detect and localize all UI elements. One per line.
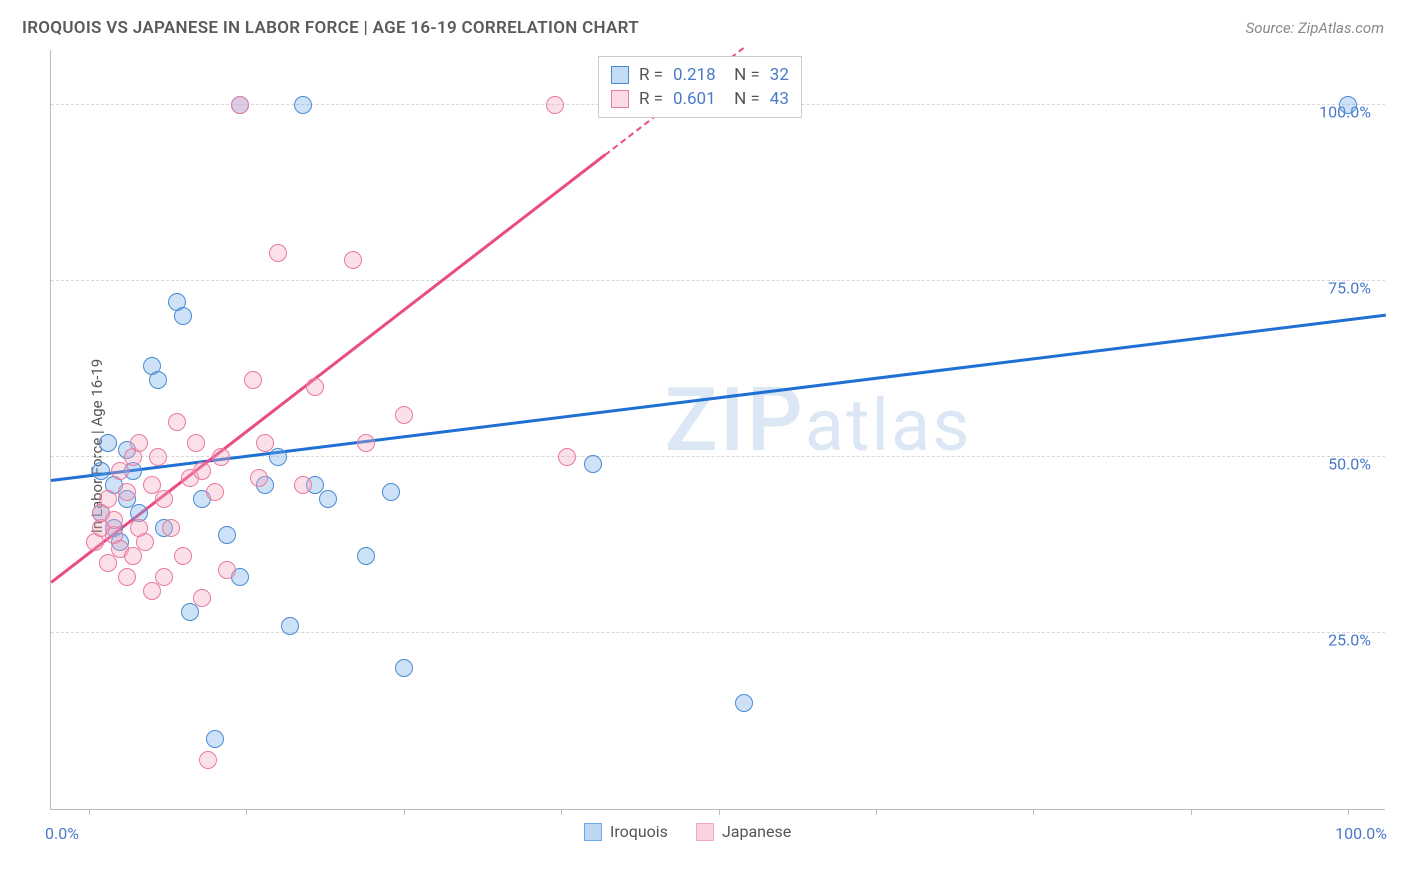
- data-point: [118, 568, 136, 586]
- data-point: [162, 519, 180, 537]
- x-tick: [89, 809, 90, 815]
- data-point: [269, 448, 287, 466]
- legend-item: Japanese: [696, 822, 791, 841]
- y-tick-label: 75.0%: [1328, 279, 1371, 298]
- data-point: [155, 568, 173, 586]
- data-point: [99, 434, 117, 452]
- data-point: [212, 448, 230, 466]
- correlation-legend: R = 0.218 N = 32R = 0.601 N = 43: [598, 56, 802, 118]
- data-point: [218, 526, 236, 544]
- chart-title: IROQUOIS VS JAPANESE IN LABOR FORCE | AG…: [22, 18, 639, 38]
- y-tick-label: 25.0%: [1328, 631, 1371, 650]
- data-point: [174, 547, 192, 565]
- data-point: [269, 244, 287, 262]
- data-point: [187, 434, 205, 452]
- x-tick-label: 100.0%: [1335, 824, 1387, 843]
- series-legend: Iroquois Japanese: [584, 822, 791, 841]
- x-tick: [246, 809, 247, 815]
- data-point: [306, 378, 324, 396]
- legend-swatch: [696, 823, 714, 841]
- data-point: [231, 96, 249, 114]
- data-point: [149, 371, 167, 389]
- x-tick: [1348, 809, 1349, 815]
- data-point: [155, 490, 173, 508]
- gridline: [51, 632, 1385, 633]
- data-point: [168, 413, 186, 431]
- data-point: [250, 469, 268, 487]
- data-point: [118, 483, 136, 501]
- legend-swatch: [611, 90, 629, 108]
- data-point: [256, 434, 274, 452]
- data-point: [281, 617, 299, 635]
- legend-n-label: N =: [726, 89, 760, 109]
- legend-row: R = 0.601 N = 43: [611, 87, 789, 111]
- data-point: [1339, 96, 1357, 114]
- data-point: [344, 251, 362, 269]
- data-point: [206, 483, 224, 501]
- data-point: [124, 547, 142, 565]
- x-tick: [561, 809, 562, 815]
- data-point: [130, 434, 148, 452]
- legend-r-label: R =: [639, 89, 663, 109]
- data-point: [357, 434, 375, 452]
- x-tick: [1191, 809, 1192, 815]
- data-point: [193, 462, 211, 480]
- y-tick-label: 50.0%: [1328, 455, 1371, 474]
- data-point: [558, 448, 576, 466]
- gridline: [51, 280, 1385, 281]
- data-point: [382, 483, 400, 501]
- data-point: [105, 511, 123, 529]
- legend-n-label: N =: [726, 65, 760, 85]
- legend-swatch: [611, 66, 629, 84]
- data-point: [193, 589, 211, 607]
- data-point: [357, 547, 375, 565]
- data-point: [206, 730, 224, 748]
- legend-label: Iroquois: [610, 822, 668, 841]
- source-attribution: Source: ZipAtlas.com: [1246, 19, 1384, 37]
- data-point: [584, 455, 602, 473]
- data-point: [149, 448, 167, 466]
- data-point: [174, 307, 192, 325]
- data-point: [395, 406, 413, 424]
- data-point: [143, 582, 161, 600]
- data-point: [99, 554, 117, 572]
- x-tick: [1033, 809, 1034, 815]
- data-point: [319, 490, 337, 508]
- legend-r-value: 0.601: [673, 89, 716, 109]
- data-point: [395, 659, 413, 677]
- x-tick: [719, 809, 720, 815]
- x-tick-label: 0.0%: [45, 824, 79, 843]
- data-point: [546, 96, 564, 114]
- legend-item: Iroquois: [584, 822, 668, 841]
- data-point: [111, 462, 129, 480]
- data-point: [218, 561, 236, 579]
- data-point: [244, 371, 262, 389]
- data-point: [181, 603, 199, 621]
- legend-n-value: 32: [770, 65, 789, 85]
- legend-r-value: 0.218: [673, 65, 716, 85]
- legend-label: Japanese: [722, 822, 791, 841]
- scatter-plot: ZIPatlas 25.0%50.0%75.0%100.0%0.0%100.0%…: [50, 50, 1385, 810]
- data-point: [294, 96, 312, 114]
- data-point: [199, 751, 217, 769]
- data-point: [99, 490, 117, 508]
- legend-n-value: 43: [770, 89, 789, 109]
- x-tick: [404, 809, 405, 815]
- legend-swatch: [584, 823, 602, 841]
- data-point: [735, 694, 753, 712]
- x-tick: [876, 809, 877, 815]
- data-point: [294, 476, 312, 494]
- legend-row: R = 0.218 N = 32: [611, 63, 789, 87]
- data-point: [136, 533, 154, 551]
- legend-r-label: R =: [639, 65, 663, 85]
